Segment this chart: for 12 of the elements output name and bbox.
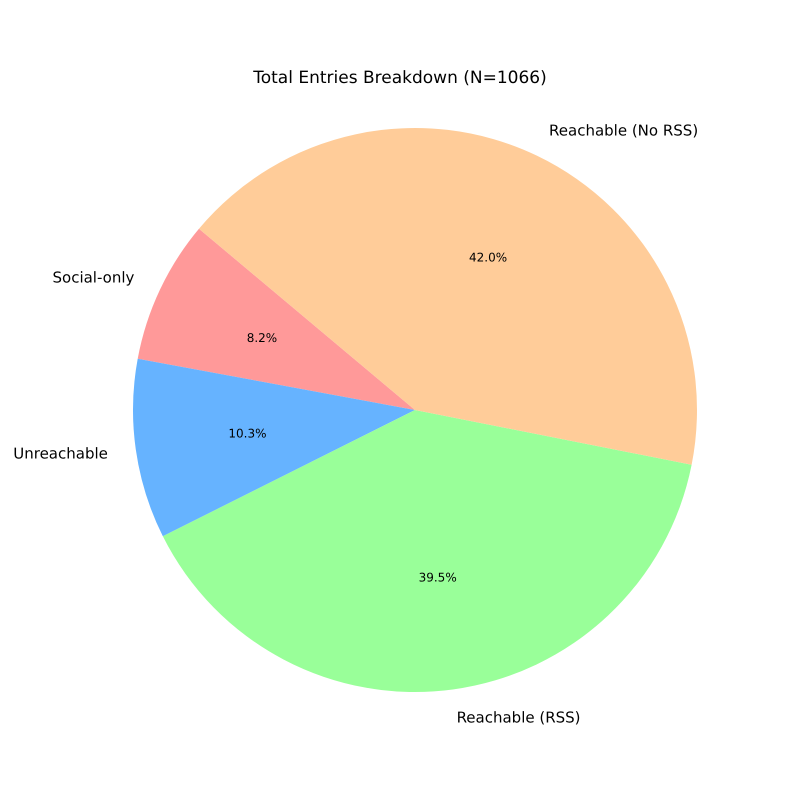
data-label: 39.5% bbox=[418, 570, 457, 585]
pie-slice bbox=[162, 410, 692, 692]
slice-label: Unreachable bbox=[13, 444, 108, 462]
data-label: 8.2% bbox=[246, 330, 278, 345]
slice-label: Reachable (RSS) bbox=[456, 708, 581, 726]
pie-slice bbox=[133, 358, 415, 536]
slice-label: Reachable (No RSS) bbox=[549, 121, 698, 140]
pie-slice bbox=[138, 228, 415, 410]
data-label: 10.3% bbox=[228, 426, 267, 441]
chart-title: Total Entries Breakdown (N=1066) bbox=[252, 68, 548, 88]
data-label: 42.0% bbox=[469, 250, 508, 264]
slice-label: Social-only bbox=[52, 268, 135, 287]
